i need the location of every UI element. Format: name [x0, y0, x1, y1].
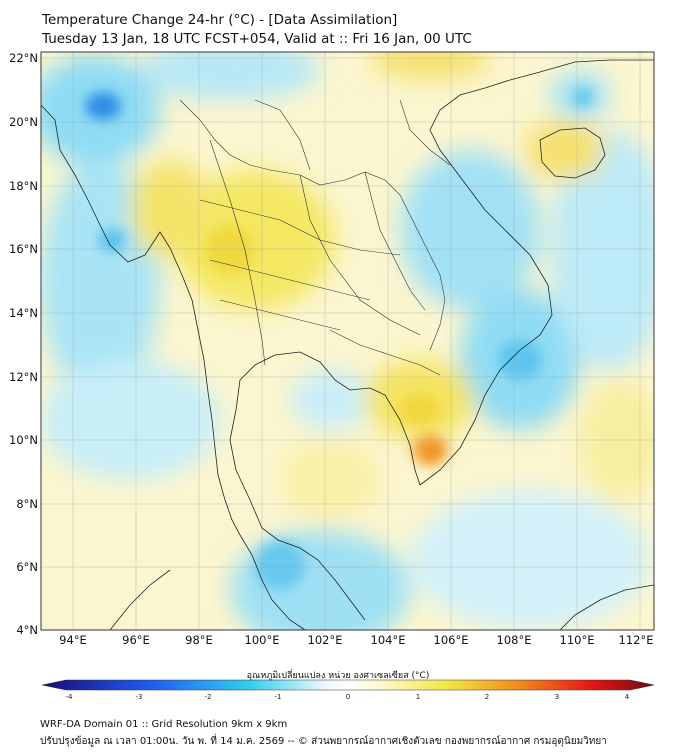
lat-tick-label: 12°N — [9, 370, 38, 384]
footer-model-info: WRF-DA Domain 01 :: Grid Resolution 9km … — [40, 719, 288, 730]
lat-tick-label: 20°N — [9, 115, 38, 129]
lat-tick-label: 18°N — [9, 179, 38, 193]
lon-tick-label: 94°E — [59, 633, 87, 647]
lat-tick-label: 22°N — [9, 51, 38, 65]
lon-axis: 94°E 96°E 98°E 100°E 102°E 104°E 106°E 1… — [59, 633, 653, 647]
lat-tick-label: 6°N — [16, 560, 38, 574]
lat-tick-label: 4°N — [16, 623, 38, 637]
colorbar-tick-label: 0 — [346, 693, 350, 700]
colorbar: -4 -3 -2 -1 0 1 2 3 4 — [41, 679, 655, 700]
colorbar-ticks: -4 -3 -2 -1 0 1 2 3 4 — [66, 693, 630, 700]
colorbar-tick-label: 3 — [555, 693, 559, 700]
lon-tick-label: 100°E — [245, 633, 280, 647]
colorbar-bar — [41, 679, 655, 691]
colorbar-tick-label: 4 — [625, 693, 630, 700]
map-frame — [40, 51, 655, 631]
lon-tick-label: 98°E — [185, 633, 213, 647]
colorbar-tick-label: -2 — [205, 693, 212, 700]
coastlines — [41, 59, 654, 630]
lat-tick-label: 16°N — [9, 242, 38, 256]
colorbar-title: อุณหภูมิเปลี่ยนแปลง หน่วย องศาเซลเซียส (… — [246, 671, 430, 681]
temperature-map: 22°N 20°N 18°N 16°N 14°N 12°N 10°N 8°N 6… — [9, 51, 655, 700]
lat-tick-label: 14°N — [9, 306, 38, 320]
colorbar-tick-label: -3 — [136, 693, 143, 700]
temperature-field — [41, 52, 654, 630]
lon-tick-label: 106°E — [434, 633, 469, 647]
colorbar-tick-label: -4 — [66, 693, 74, 700]
lon-tick-label: 110°E — [560, 633, 595, 647]
colorbar-tick-label: -1 — [275, 693, 282, 700]
map-subtitle: Tuesday 13 Jan, 18 UTC FCST+054, Valid a… — [42, 31, 472, 47]
lon-tick-label: 96°E — [122, 633, 150, 647]
lon-tick-label: 104°E — [371, 633, 406, 647]
lon-tick-label: 108°E — [497, 633, 532, 647]
colorbar-tick-label: 2 — [485, 693, 489, 700]
lat-axis: 22°N 20°N 18°N 16°N 14°N 12°N 10°N 8°N 6… — [9, 51, 38, 637]
footer-update-info: ปรับปรุงข้อมูล ณ เวลา 01:00น. วัน พ. ที่… — [40, 736, 607, 747]
map-title: Temperature Change 24-hr (°C) - [Data As… — [42, 12, 398, 28]
lat-tick-label: 10°N — [9, 433, 38, 447]
lat-tick-label: 8°N — [16, 497, 38, 511]
lon-tick-label: 102°E — [308, 633, 343, 647]
lon-tick-label: 112°E — [619, 633, 654, 647]
admin-borders — [179, 99, 451, 376]
colorbar-tick-label: 1 — [416, 693, 420, 700]
